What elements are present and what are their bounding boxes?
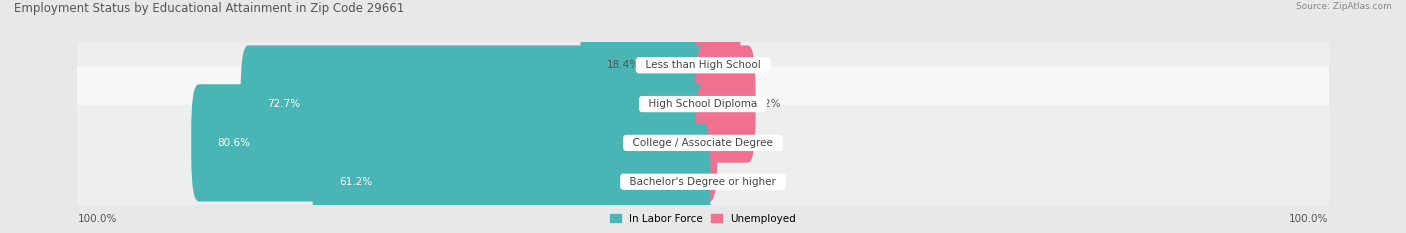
FancyBboxPatch shape [312, 123, 710, 233]
Text: 100.0%: 100.0% [1289, 214, 1329, 224]
Text: 0.0%: 0.0% [709, 177, 735, 187]
Text: Source: ZipAtlas.com: Source: ZipAtlas.com [1296, 2, 1392, 11]
Text: 72.7%: 72.7% [267, 99, 299, 109]
Text: Employment Status by Educational Attainment in Zip Code 29661: Employment Status by Educational Attainm… [14, 2, 405, 15]
Text: High School Diploma: High School Diploma [643, 99, 763, 109]
Text: 18.4%: 18.4% [606, 60, 640, 70]
FancyBboxPatch shape [696, 84, 717, 202]
FancyBboxPatch shape [67, 66, 1339, 220]
FancyBboxPatch shape [67, 105, 1339, 233]
Text: 100.0%: 100.0% [77, 214, 117, 224]
Legend: In Labor Force, Unemployed: In Labor Force, Unemployed [606, 209, 800, 228]
FancyBboxPatch shape [191, 84, 710, 202]
Text: College / Associate Degree: College / Associate Degree [626, 138, 780, 148]
FancyBboxPatch shape [696, 7, 741, 124]
Text: Bachelor's Degree or higher: Bachelor's Degree or higher [623, 177, 783, 187]
Text: 4.8%: 4.8% [740, 60, 766, 70]
FancyBboxPatch shape [67, 27, 1339, 181]
Text: 80.6%: 80.6% [218, 138, 250, 148]
Text: 61.2%: 61.2% [339, 177, 373, 187]
FancyBboxPatch shape [696, 45, 755, 163]
FancyBboxPatch shape [240, 45, 710, 163]
FancyBboxPatch shape [581, 7, 710, 124]
FancyBboxPatch shape [67, 0, 1339, 142]
Text: 1.1%: 1.1% [716, 138, 742, 148]
Text: 7.2%: 7.2% [754, 99, 780, 109]
Text: Less than High School: Less than High School [638, 60, 768, 70]
